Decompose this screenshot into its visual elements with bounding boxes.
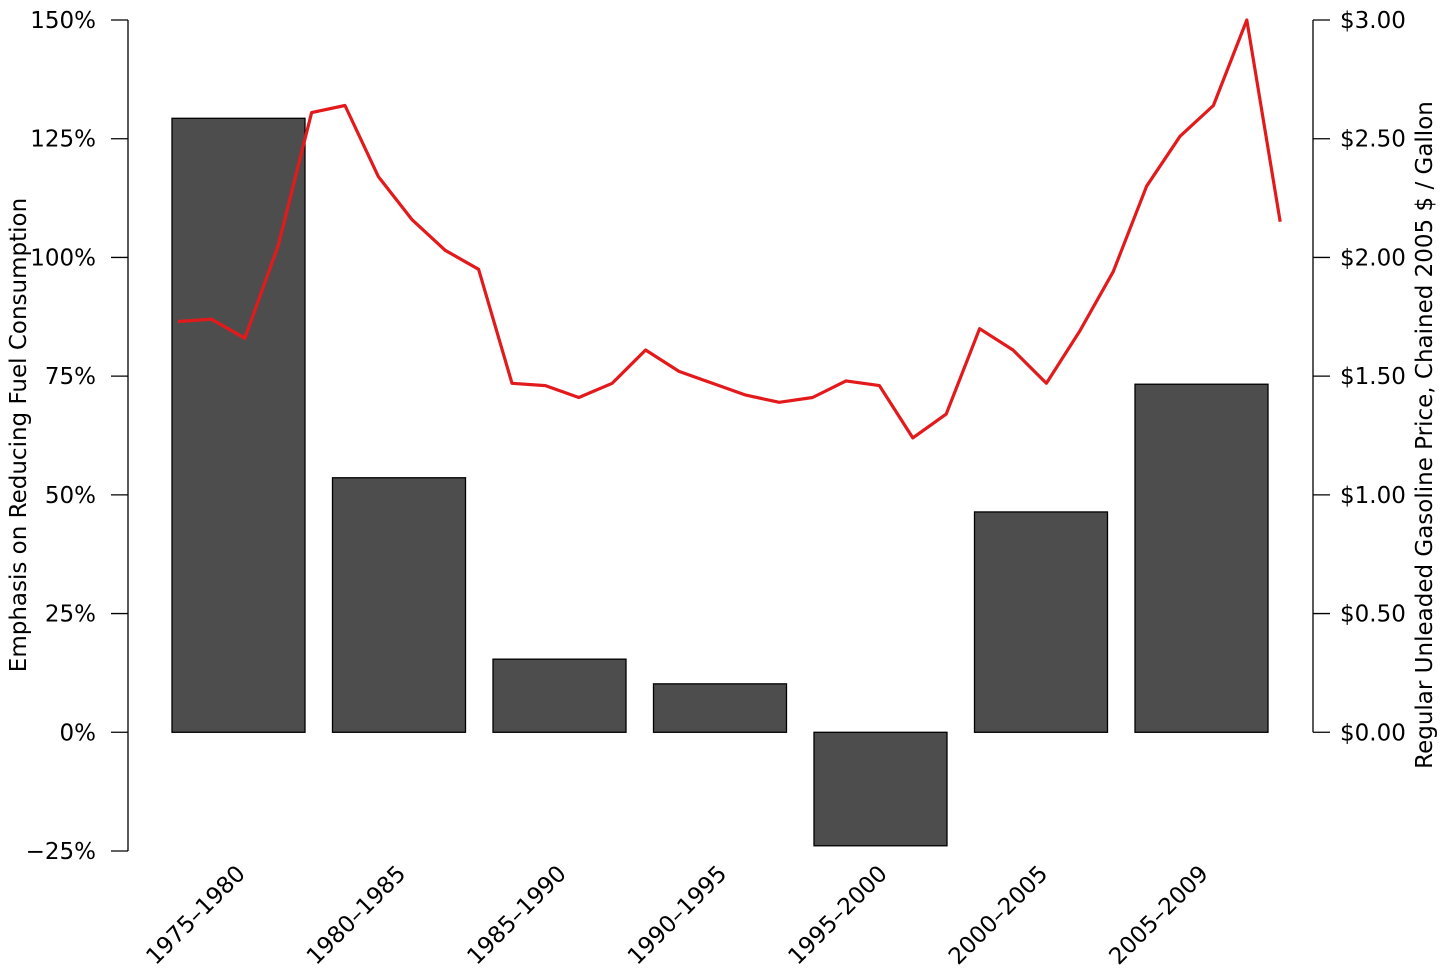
x-tick-label: 2005–2009 (1104, 861, 1213, 970)
x-tick-label: 2000–2005 (944, 861, 1053, 970)
left-axis-title: Emphasis on Reducing Fuel Consumption (6, 198, 32, 672)
left-tick-label: −25% (26, 839, 96, 865)
right-tick-label: $3.00 (1340, 8, 1406, 34)
right-tick-label: $0.00 (1340, 720, 1406, 746)
x-tick-label: 1980–1985 (302, 861, 411, 970)
right-tick-label: $1.00 (1340, 483, 1406, 509)
price-line-group (177, 18, 1282, 440)
left-tick-label: 75% (45, 364, 96, 390)
left-tick-label: 100% (30, 245, 96, 271)
x-tick-label: 1975–1980 (141, 861, 250, 970)
left-tick-label: 25% (45, 602, 96, 628)
bar-1995–2000 (813, 731, 948, 847)
x-axis-labels: 1975–1980 1980–1985 1985–1990 1990–1995 1995… (141, 861, 1213, 970)
left-tick-label: 150% (30, 8, 96, 34)
x-tick-label: 1985–1990 (462, 861, 571, 970)
bar-1985–1990 (492, 658, 627, 733)
left-y-axis: −25% 0% 25% 50% 75% 100% 125% 150% (26, 8, 129, 865)
gas-price-line (177, 18, 1282, 440)
right-tick-label: $2.50 (1340, 127, 1406, 153)
left-tick-label: 0% (60, 720, 97, 746)
right-axis-title: Regular Unleaded Gasoline Price, Chained… (1412, 101, 1438, 769)
x-tick-label: 1995–2000 (783, 861, 892, 970)
left-tick-label: 125% (30, 127, 96, 153)
bar-2005–2009 (1134, 383, 1269, 733)
bar-2000–2005 (973, 511, 1109, 733)
bar-1990–1995 (652, 683, 788, 733)
bar-1975–1980 (171, 117, 306, 733)
right-tick-label: $1.50 (1340, 364, 1406, 390)
left-tick-label: 50% (45, 483, 96, 509)
right-y-axis: $0.00 $0.50 $1.00 $1.50 $2.00 $2.50 $3.00 (1312, 8, 1406, 746)
bars-group (171, 117, 1269, 847)
bar-1980–1985 (331, 477, 467, 733)
right-tick-label: $0.50 (1340, 602, 1406, 628)
right-tick-label: $2.00 (1340, 245, 1406, 271)
x-tick-label: 1990–1995 (623, 861, 732, 970)
